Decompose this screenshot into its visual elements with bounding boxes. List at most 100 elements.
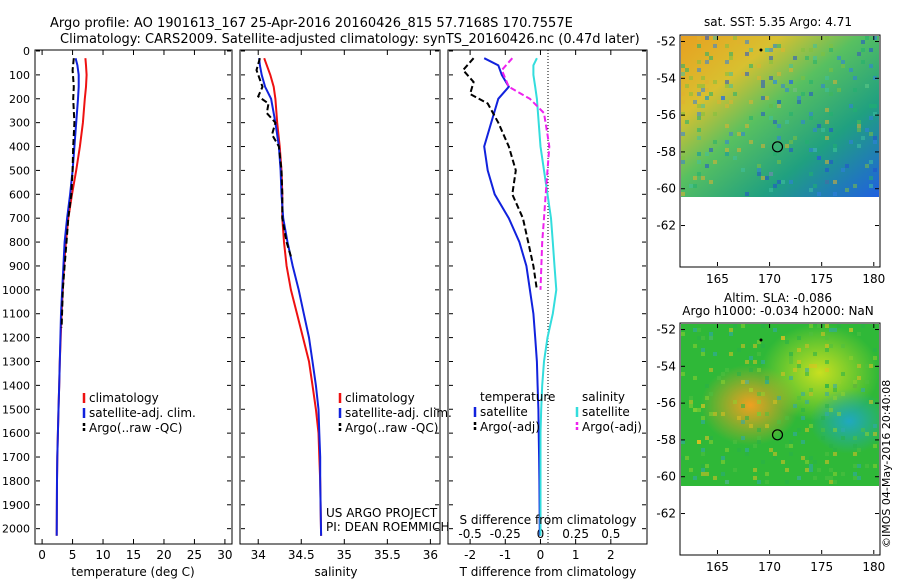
- x-tick-label: 5: [69, 548, 77, 562]
- map-cell: [697, 128, 701, 132]
- map-cell: [709, 56, 713, 60]
- map-cell: [769, 172, 773, 176]
- map-cell: [781, 48, 785, 52]
- map-cell: [857, 376, 861, 380]
- map-cell: [833, 180, 837, 184]
- map-cell: [829, 408, 833, 412]
- map-cell: [825, 88, 829, 92]
- map-cell: [853, 476, 857, 480]
- map-cell: [829, 44, 833, 48]
- s-difference-xlabel: S difference from climatology: [460, 513, 637, 527]
- map-cell: [745, 124, 749, 128]
- map-cell: [833, 452, 837, 456]
- map-cell: [773, 184, 777, 188]
- map-cell: [833, 428, 837, 432]
- map-cell: [701, 468, 705, 472]
- map-cell: [865, 464, 869, 468]
- map-cell: [737, 416, 741, 420]
- map-cell: [861, 388, 865, 392]
- map-cell: [709, 368, 713, 372]
- map-cell: [773, 400, 777, 404]
- map-cell: [701, 88, 705, 92]
- s-difference-axis: -0.5 -0.25 0 0.25 0.5: [458, 527, 620, 541]
- legend-label: climatology: [345, 391, 415, 405]
- map-cell: [745, 72, 749, 76]
- depth-tick-label: 1200: [2, 332, 30, 345]
- map-cell: [689, 404, 693, 408]
- map-cell: [821, 332, 825, 336]
- map-cell: [785, 444, 789, 448]
- map-cell: [853, 464, 857, 468]
- temperature-axes-box: [34, 49, 233, 545]
- map-cell: [805, 344, 809, 348]
- map-cell: [725, 148, 729, 152]
- map-cell: [745, 52, 749, 56]
- map-cell: [801, 416, 805, 420]
- map-cell: [805, 400, 809, 404]
- map-cell: [701, 76, 705, 80]
- map-cell: [689, 468, 693, 472]
- temperature-series: [55, 57, 88, 536]
- map-cell: [765, 424, 769, 428]
- depth-tick-label: 600: [9, 188, 30, 201]
- map-cell: [753, 468, 757, 472]
- map-cell: [681, 112, 685, 116]
- map-cell: [773, 456, 777, 460]
- map-cell: [793, 88, 797, 92]
- map-cell: [773, 152, 777, 156]
- map-cell: [829, 92, 833, 96]
- map-cell: [829, 112, 833, 116]
- map-cell: [785, 144, 789, 148]
- map-cell: [821, 128, 825, 132]
- map-cell: [813, 148, 817, 152]
- legend-salinity-title: salinity: [582, 390, 625, 404]
- map-cell: [797, 100, 801, 104]
- map-cell: [729, 328, 733, 332]
- map-cell: [825, 344, 829, 348]
- map-cell: [801, 456, 805, 460]
- map-cell: [777, 124, 781, 128]
- map-cell: [789, 80, 793, 84]
- map-cell: [697, 328, 701, 332]
- map-cell: [865, 380, 869, 384]
- x-tick-label: 30: [217, 548, 232, 562]
- map-cell: [681, 64, 685, 68]
- map-cell: [789, 444, 793, 448]
- map-cell: [749, 116, 753, 120]
- map-cell: [713, 140, 717, 144]
- salinity-xlabel: salinity: [314, 565, 357, 579]
- map-cell: [701, 112, 705, 116]
- map-cell: [761, 324, 765, 328]
- map-cell: [865, 36, 869, 40]
- map-cell: [825, 412, 829, 416]
- map-cell: [837, 324, 841, 328]
- map-cell: [869, 184, 873, 188]
- legend-label: Argo(-adj): [480, 420, 540, 434]
- map-cell: [777, 160, 781, 164]
- map-x-tick-label: 170: [758, 560, 781, 574]
- argo-position-marker: [771, 141, 784, 153]
- map-y-tick-label: -58: [656, 433, 676, 447]
- map-cell: [717, 376, 721, 380]
- sla-field-texture: [681, 324, 877, 484]
- t-difference-axis: -2 -1 0 1 2: [464, 50, 615, 562]
- map-cell: [757, 440, 761, 444]
- map-cell: [785, 480, 789, 484]
- map-cell: [849, 104, 853, 108]
- legend-label: satellite-adj. clim.: [345, 406, 452, 420]
- map-cell: [693, 184, 697, 188]
- salinity-series: [255, 57, 323, 536]
- legend-label: Argo(..raw -QC): [345, 421, 438, 435]
- map-cell: [841, 436, 845, 440]
- map-cell: [725, 152, 729, 156]
- map-cell: [785, 120, 789, 124]
- map-y-tick-label: -60: [656, 470, 676, 484]
- map-cell: [729, 52, 733, 56]
- map-cell: [837, 88, 841, 92]
- map-cell: [869, 104, 873, 108]
- map-cell: [825, 108, 829, 112]
- depth-tick-label: 1000: [2, 284, 30, 297]
- depth-tick-label: 0: [23, 45, 30, 58]
- map-cell: [705, 384, 709, 388]
